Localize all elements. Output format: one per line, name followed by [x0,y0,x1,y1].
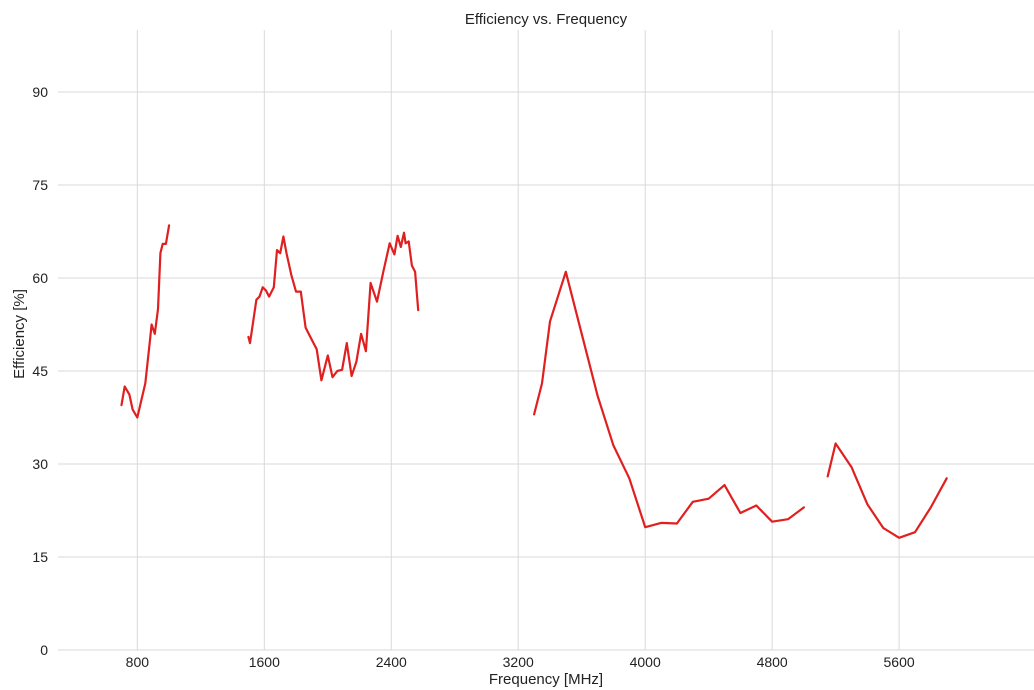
x-tick-label: 3200 [503,654,534,670]
y-tick-label: 15 [32,549,48,565]
tick-layer: 800 1600 2400 3200 4000 4800 5600 0 15 30 45 60 75 90 [32,84,914,670]
x-tick-label: 2400 [376,654,407,670]
y-tick-label: 75 [32,177,48,193]
x-tick-label: 800 [126,654,150,670]
y-axis-title: Efficiency [%] [11,289,28,379]
series-layer [120,224,948,539]
y-tick-label: 60 [32,270,48,286]
grid-layer [58,30,1034,651]
chart-title: Efficiency vs. Frequency [465,11,628,28]
efficiency-line-segment-2 [247,231,420,382]
efficiency-line-segment-1 [120,224,171,419]
efficiency-line-segment-4 [826,442,948,539]
y-tick-label: 90 [32,84,48,100]
y-tick-label: 30 [32,456,48,472]
y-tick-label: 45 [32,363,48,379]
efficiency-line-segment-3 [532,270,806,529]
x-tick-label: 4800 [757,654,788,670]
y-tick-label: 0 [40,642,48,658]
x-tick-label: 1600 [249,654,280,670]
x-tick-label: 4000 [630,654,661,670]
x-axis-title: Frequency [MHz] [489,671,603,688]
x-tick-label: 5600 [884,654,915,670]
